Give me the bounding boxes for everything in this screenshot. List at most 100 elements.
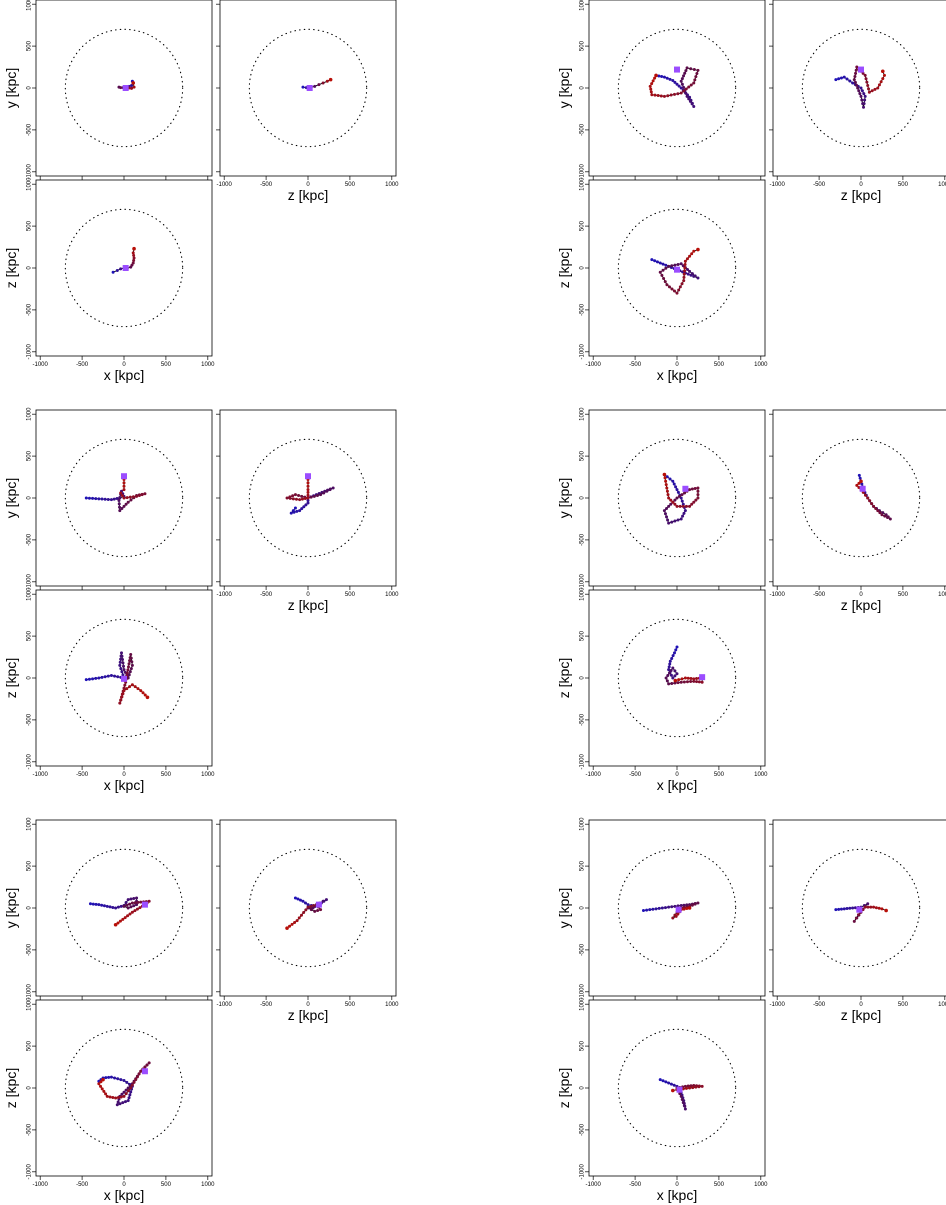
orbit-point xyxy=(672,92,676,96)
orbit-point xyxy=(689,67,693,71)
orbit-point xyxy=(675,496,679,500)
x-tick-label: 0 xyxy=(306,592,310,598)
virial-boundary-circle xyxy=(248,438,368,558)
orbit-point xyxy=(325,79,329,83)
orbit-point xyxy=(690,487,694,491)
orbit-point xyxy=(682,680,686,684)
orbit-point xyxy=(664,1080,668,1084)
orbit-point xyxy=(143,492,147,496)
y-tick-label: 0 xyxy=(27,266,33,270)
orbit-point xyxy=(688,99,692,103)
orbit-point xyxy=(664,479,668,483)
orbit-point xyxy=(129,667,133,671)
orbit-point xyxy=(99,1080,103,1084)
orbit-point xyxy=(667,496,671,500)
orbit-point xyxy=(293,896,297,900)
orbit-point xyxy=(863,905,867,909)
orbit-point xyxy=(306,481,310,485)
orbit-point xyxy=(122,496,126,500)
orbit-point xyxy=(671,479,675,483)
orbit-point xyxy=(298,509,302,513)
orbit-point xyxy=(135,907,139,911)
orbit-point xyxy=(139,1069,143,1073)
orbit-point xyxy=(648,84,652,88)
orbit-point xyxy=(288,496,292,500)
y-tick-label: -1000 xyxy=(27,983,33,999)
orbit-point xyxy=(118,919,122,923)
orbit-point xyxy=(672,651,676,655)
orbit-point xyxy=(301,85,305,89)
y-tick-label: 1000 xyxy=(27,587,33,601)
orbit-point xyxy=(677,288,681,292)
orbit-point xyxy=(668,659,672,663)
orbit-point xyxy=(876,86,880,90)
y-tick-label: 500 xyxy=(580,1040,586,1051)
orbit-point xyxy=(660,273,664,277)
orbit-point xyxy=(109,673,113,677)
orbit-point xyxy=(300,494,304,498)
current-position-marker xyxy=(856,906,863,913)
orbit-point xyxy=(306,903,310,907)
orbit-point xyxy=(845,77,849,81)
y-tick-label: 1000 xyxy=(580,587,586,601)
orbit-point xyxy=(145,1063,149,1067)
x-tick-label: 500 xyxy=(161,362,172,368)
orbit-point xyxy=(319,493,323,497)
orbit-point xyxy=(852,919,856,923)
orbit-point xyxy=(866,905,870,909)
orbit-point xyxy=(683,266,687,270)
orbit-point xyxy=(680,1098,684,1102)
orbit-point xyxy=(306,484,310,488)
orbit-point xyxy=(295,509,299,513)
orbit-point xyxy=(690,502,694,506)
y-tick-label: -500 xyxy=(27,533,33,546)
orbit-point xyxy=(127,673,131,677)
orbit-point xyxy=(688,269,692,273)
orbit-point xyxy=(673,674,677,678)
orbit-point xyxy=(654,73,658,78)
orbit-point xyxy=(297,916,301,920)
orbit-point xyxy=(130,910,134,914)
orbit-point xyxy=(872,504,876,508)
panel-frame xyxy=(35,999,213,1177)
x-tick-label: -1000 xyxy=(770,1002,786,1008)
y-axis-label: y [kpc] xyxy=(3,888,19,928)
orbit-point xyxy=(696,247,700,252)
y-tick-label: -1000 xyxy=(27,163,33,179)
orbit-point xyxy=(119,651,123,655)
orbit-point xyxy=(118,509,122,513)
orbit-point xyxy=(674,648,678,652)
orbit-point xyxy=(122,689,126,693)
orbit-point xyxy=(678,494,682,498)
orbit-point xyxy=(108,905,112,909)
orbit-point xyxy=(120,670,124,674)
orbit-point xyxy=(683,509,687,513)
orbit-point xyxy=(300,507,304,511)
virial-boundary-circle xyxy=(64,618,184,738)
orbit-point xyxy=(672,1083,676,1087)
orbit-point xyxy=(671,676,675,680)
orbit-point xyxy=(857,473,861,477)
orbit-point xyxy=(667,671,671,675)
orbit-point xyxy=(861,102,865,106)
x-tick-label: -500 xyxy=(629,772,642,778)
orbit-point xyxy=(133,901,137,905)
orbit-point xyxy=(866,83,870,87)
orbit-point xyxy=(116,675,120,679)
orbit-point xyxy=(122,481,126,485)
orbit-point xyxy=(650,258,654,262)
orbit-point xyxy=(126,1099,130,1103)
x-tick-label: 500 xyxy=(345,592,356,598)
orbit-point xyxy=(129,897,133,901)
orbit-point xyxy=(122,668,126,672)
orbit-point xyxy=(667,285,671,289)
orbit-point xyxy=(116,1077,120,1081)
panel-frame xyxy=(35,819,213,997)
orbit-point xyxy=(105,904,109,908)
current-position-marker xyxy=(122,265,129,271)
orbit-point xyxy=(121,664,125,668)
orbit-point xyxy=(692,81,696,85)
orbit-point xyxy=(135,896,139,900)
orbit-point xyxy=(667,1081,671,1085)
orbit-point xyxy=(306,493,310,497)
